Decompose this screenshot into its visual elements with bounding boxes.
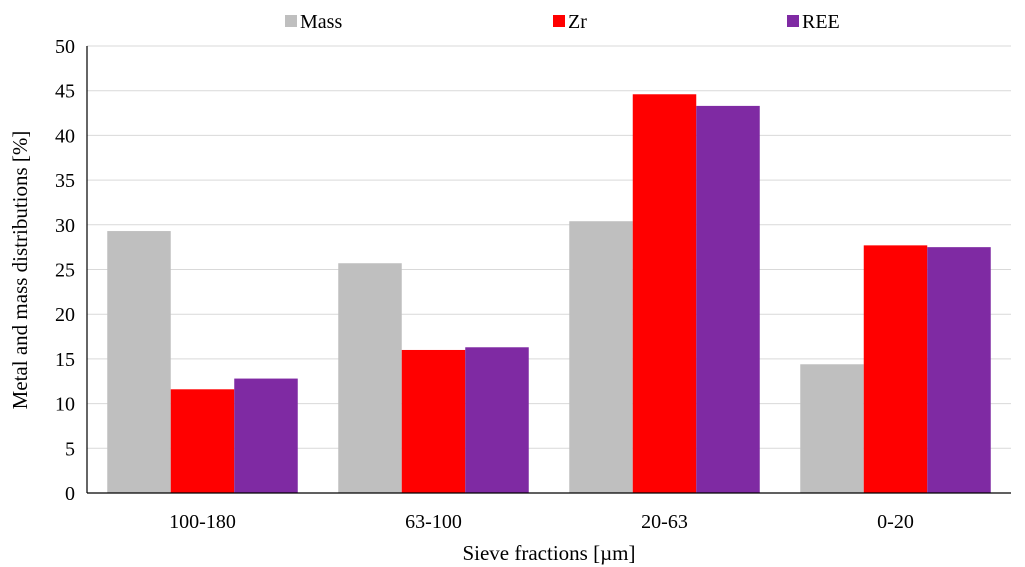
bar-mass-20-63 xyxy=(569,221,633,493)
legend-label-zr: Zr xyxy=(568,11,587,33)
legend-swatch-ree xyxy=(787,15,799,27)
legend-swatch-mass xyxy=(285,15,297,27)
y-tick-label: 25 xyxy=(55,260,75,282)
x-category-label: 0-20 xyxy=(877,511,914,533)
y-tick-label: 20 xyxy=(55,304,75,326)
y-tick-label: 50 xyxy=(55,36,75,58)
bar-mass-100-180 xyxy=(107,231,171,494)
bar-mass-0-20 xyxy=(800,364,864,493)
x-category-label: 20-63 xyxy=(641,511,688,533)
bar-ree-63-100 xyxy=(465,347,529,493)
legend-label-ree: REE xyxy=(802,11,840,33)
y-tick-label: 5 xyxy=(65,438,75,460)
bars xyxy=(107,94,991,494)
bar-zr-20-63 xyxy=(632,94,697,493)
x-category-labels: 100-180 63-100 20-63 0-20 xyxy=(169,511,914,533)
bar-ree-0-20 xyxy=(927,247,991,493)
x-category-label: 63-100 xyxy=(405,511,462,533)
x-category-label: 100-180 xyxy=(169,511,236,533)
y-tick-label: 0 xyxy=(65,483,75,505)
bar-ree-100-180 xyxy=(234,378,298,493)
bar-zr-100-180 xyxy=(170,389,235,493)
y-tick-label: 40 xyxy=(55,125,75,147)
bar-mass-63-100 xyxy=(338,263,402,493)
legend: Mass Zr REE xyxy=(285,11,840,33)
y-tick-label: 15 xyxy=(55,349,75,371)
y-axis-label: Metal and mass distributions [%] xyxy=(8,131,32,410)
bar-zr-63-100 xyxy=(401,349,466,493)
legend-label-mass: Mass xyxy=(300,11,342,33)
bar-zr-0-20 xyxy=(863,245,928,493)
y-tick-label: 35 xyxy=(55,170,75,192)
y-tick-labels: 0 5 10 15 20 25 30 35 40 45 50 xyxy=(55,36,75,505)
y-tick-label: 45 xyxy=(55,81,75,103)
x-axis-label: Sieve fractions [µm] xyxy=(462,541,635,565)
axes xyxy=(86,46,1011,494)
y-tick-label: 10 xyxy=(55,394,75,416)
bar-ree-20-63 xyxy=(696,105,760,493)
legend-swatch-zr xyxy=(553,15,565,27)
y-tick-label: 30 xyxy=(55,215,75,237)
